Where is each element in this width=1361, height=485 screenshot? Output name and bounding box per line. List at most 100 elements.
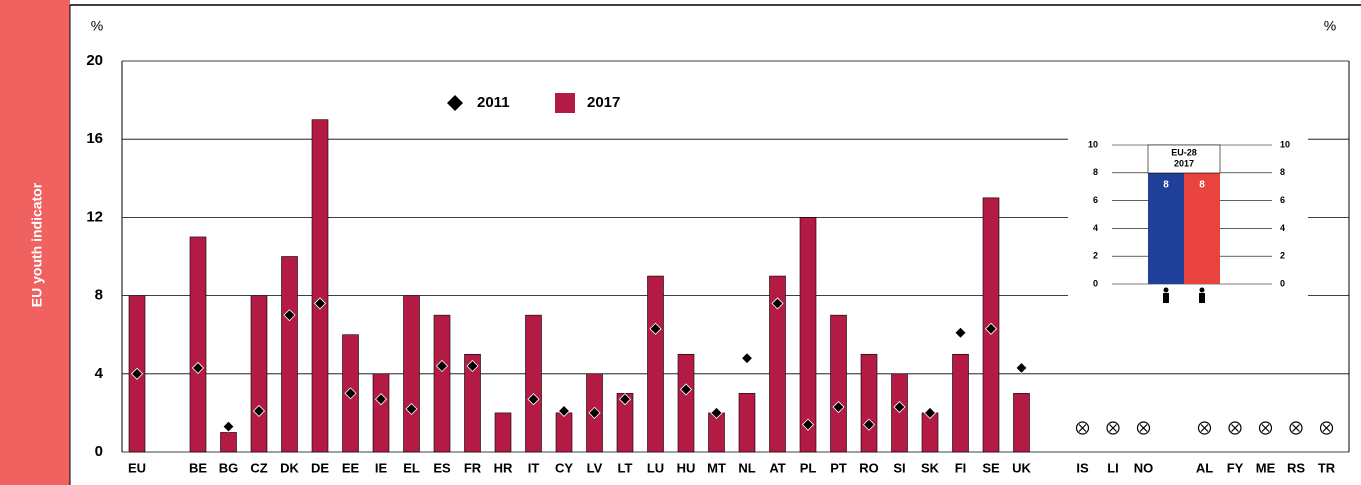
marker-2011 bbox=[740, 352, 754, 365]
marker-2011 bbox=[862, 418, 876, 431]
bar bbox=[769, 275, 786, 453]
x-tick-label: SE bbox=[982, 460, 1000, 475]
marker-2011 bbox=[283, 309, 296, 322]
marker-2011 bbox=[344, 387, 357, 400]
x-tick-label: DE bbox=[311, 460, 329, 475]
not-available-icon bbox=[1109, 424, 1117, 432]
legend-label: 2017 bbox=[587, 94, 620, 111]
not-available-icon bbox=[1139, 424, 1148, 432]
y-tick-label: 16 bbox=[86, 130, 103, 147]
y-tick-label: 0 bbox=[95, 443, 103, 460]
marker-2011 bbox=[374, 393, 388, 406]
marker-2011 bbox=[130, 367, 144, 380]
marker-2011 bbox=[923, 406, 937, 419]
y-tick-label: 4 bbox=[95, 365, 104, 382]
x-tick-label: RO bbox=[859, 460, 879, 475]
x-tick-label: RS bbox=[1287, 460, 1305, 475]
x-tick-label: SI bbox=[893, 460, 905, 475]
marker-2011 bbox=[832, 400, 845, 414]
inset-title: EU-28 bbox=[1171, 147, 1197, 157]
not-available-icon bbox=[1136, 421, 1151, 435]
inset-y-tick-label: 4 bbox=[1093, 223, 1098, 233]
not-available-icon bbox=[1200, 424, 1209, 432]
x-tick-label: PL bbox=[800, 460, 817, 475]
marker-2011 bbox=[710, 406, 723, 419]
x-tick-label: HU bbox=[677, 460, 696, 475]
x-tick-label: LV bbox=[587, 460, 603, 475]
x-tick-label: FI bbox=[955, 460, 967, 475]
bar bbox=[1013, 393, 1030, 453]
bar bbox=[220, 432, 237, 453]
not-available-icon bbox=[1261, 424, 1270, 432]
x-tick-label: CY bbox=[555, 460, 573, 475]
x-tick-label: NO bbox=[1134, 460, 1154, 475]
marker-2011 bbox=[771, 297, 784, 310]
marker-2011 bbox=[893, 400, 906, 414]
marker-2011 bbox=[984, 322, 998, 335]
inset-y-tick-label-right: 0 bbox=[1280, 278, 1285, 288]
inset-y-tick-label-right: 10 bbox=[1280, 139, 1290, 149]
y-unit-right: % bbox=[1324, 18, 1336, 34]
inset-bar bbox=[1148, 172, 1184, 284]
bar bbox=[647, 275, 664, 453]
bar bbox=[952, 353, 969, 453]
x-tick-label: PT bbox=[830, 460, 847, 475]
x-tick-label: ES bbox=[433, 460, 451, 475]
sidebar bbox=[0, 0, 70, 485]
x-tick-label: MT bbox=[707, 460, 726, 475]
inset-bar bbox=[1184, 172, 1220, 284]
marker-2011 bbox=[435, 359, 449, 373]
y-tick-label: 12 bbox=[86, 208, 103, 225]
inset-y-tick-label: 6 bbox=[1093, 195, 1098, 205]
marker-2011 bbox=[313, 297, 327, 310]
marker-2011 bbox=[405, 402, 418, 416]
inset-y-tick-label-right: 8 bbox=[1280, 167, 1285, 177]
marker-2011 bbox=[588, 406, 601, 419]
not-available-icon bbox=[1258, 421, 1273, 435]
marker-2011 bbox=[557, 404, 571, 418]
x-tick-label: CZ bbox=[250, 460, 267, 475]
not-available-icon bbox=[1322, 424, 1331, 432]
marker-2011 bbox=[618, 393, 632, 406]
bar bbox=[433, 314, 451, 453]
bar bbox=[830, 314, 847, 453]
inset-subtitle: 2017 bbox=[1174, 158, 1194, 168]
person-icon bbox=[1199, 293, 1205, 303]
x-tick-label: IE bbox=[375, 460, 388, 475]
marker-2011 bbox=[954, 326, 967, 339]
x-tick-label: LI bbox=[1107, 460, 1119, 475]
not-available-icon bbox=[1228, 421, 1242, 435]
x-tick-label: AT bbox=[769, 460, 785, 475]
legend-label: 2011 bbox=[477, 94, 510, 111]
legend-marker bbox=[447, 95, 463, 111]
x-tick-label: FR bbox=[464, 460, 482, 475]
marker-2011 bbox=[222, 420, 235, 433]
x-tick-label: AL bbox=[1196, 460, 1213, 475]
y-tick-label: 20 bbox=[86, 52, 103, 69]
marker-2011 bbox=[191, 361, 205, 375]
not-available-icon bbox=[1197, 421, 1212, 435]
legend-swatch bbox=[555, 93, 575, 113]
inset-y-tick-label-right: 4 bbox=[1280, 223, 1285, 233]
inset-header bbox=[1147, 144, 1221, 174]
inset-y-tick-label: 0 bbox=[1093, 278, 1098, 288]
marker-2011 bbox=[679, 383, 693, 396]
x-tick-label: SK bbox=[921, 460, 940, 475]
bar bbox=[494, 412, 512, 453]
marker-2011 bbox=[466, 359, 479, 373]
bar bbox=[250, 295, 268, 453]
marker-2011 bbox=[1015, 361, 1028, 375]
inset-value-label: 8 bbox=[1199, 179, 1205, 190]
inset-y-tick-label-right: 2 bbox=[1280, 251, 1285, 261]
x-tick-label: FY bbox=[1227, 460, 1244, 475]
x-tick-label: IS bbox=[1076, 460, 1089, 475]
not-available-icon bbox=[1106, 421, 1120, 435]
marker-2011 bbox=[649, 322, 662, 335]
x-tick-label: EU bbox=[128, 460, 146, 475]
not-available-icon bbox=[1078, 424, 1087, 432]
inset-y-tick-label: 10 bbox=[1088, 139, 1098, 149]
y-unit-left: % bbox=[91, 18, 103, 34]
x-tick-label: LU bbox=[647, 460, 664, 475]
person-icon bbox=[1163, 293, 1169, 303]
bar bbox=[799, 217, 817, 453]
